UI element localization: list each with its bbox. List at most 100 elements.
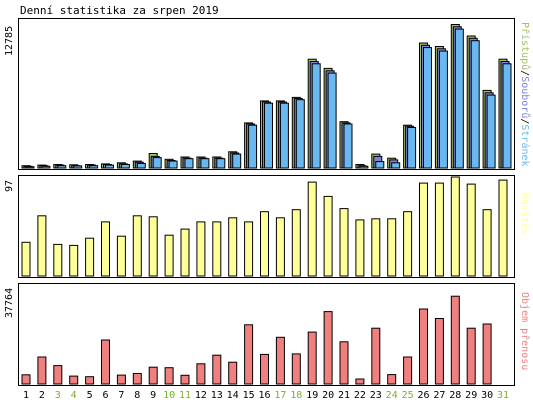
bar-objem-day-23 [371,327,381,385]
bar-Stránek-day-28 [454,28,464,169]
bar-objem-day-12 [196,363,206,385]
bar-objem-day-15 [244,324,254,385]
bar-Stránek-day-3 [57,165,67,169]
bar-Stránek-day-19 [311,63,321,169]
bar-objem-day-17 [275,336,285,385]
day-label: 3 [55,390,61,401]
bar-objem-day-6 [101,339,110,385]
bar-objem-day-28 [450,295,460,385]
bar-navstev-day-4 [69,244,79,277]
bar-navstev-day-16 [260,211,269,277]
bar-objem-day-29 [466,327,476,385]
bar-objem-day-26 [419,308,428,385]
bar-Stránek-day-7 [120,164,130,169]
bar-Stránek-day-18 [295,99,305,169]
bar-navstev-day-8 [132,215,142,277]
bar-Stránek-day-25 [407,127,417,169]
bar-objem-day-13 [212,354,222,385]
day-label: 25 [402,390,414,401]
bar-objem-day-8 [132,373,142,385]
day-label: 9 [150,390,156,401]
bar-Stránek-day-29 [470,40,480,169]
bar-Stránek-day-24 [391,162,401,169]
bar-navstev-day-29 [466,183,476,277]
bar-navstev-day-9 [148,216,158,277]
bar-objem-day-7 [116,374,126,385]
day-label: 18 [290,390,302,401]
day-label: 22 [354,390,366,401]
bar-Stránek-day-21 [343,123,353,169]
bar-navstev-day-1 [21,241,31,277]
bar-objem-day-16 [260,353,269,385]
bar-Stránek-day-31 [502,63,512,169]
bar-navstev-day-12 [196,221,206,277]
bar-Stránek-day-12 [200,158,210,169]
bar-Stránek-day-22 [359,165,369,169]
bar-navstev-day-23 [371,218,381,277]
day-label: 4 [71,390,77,401]
day-label: 30 [481,390,493,401]
day-label: 21 [338,390,350,401]
bar-Stránek-day-1 [25,166,35,169]
day-label: 1 [23,390,29,401]
day-label: 24 [386,390,398,401]
bar-objem-day-21 [339,341,349,385]
bar-Stránek-day-30 [486,94,496,169]
bar-objem-day-9 [148,366,158,385]
bar-objem-day-20 [323,311,333,385]
bar-navstev-day-20 [323,195,333,277]
day-label: 5 [87,390,93,401]
bar-navstev-day-25 [403,211,413,277]
day-label: 23 [370,390,382,401]
bar-navstev-day-22 [355,219,365,277]
bar-Stránek-day-5 [89,165,99,169]
bar-objem-day-3 [53,365,63,385]
bar-Stránek-day-20 [327,72,337,169]
bar-Stránek-day-10 [168,160,178,169]
bar-navstev-day-14 [228,217,238,277]
bar-navstev-day-5 [85,237,95,277]
bar-Stránek-day-26 [423,47,432,169]
bar-Stránek-day-15 [248,124,258,169]
bar-Stránek-day-4 [73,165,83,169]
bar-objem-day-4 [69,375,79,385]
day-label: 31 [497,390,509,401]
bar-objem-day-18 [291,353,301,385]
bar-navstev-day-31 [498,179,508,277]
bar-objem-day-30 [482,323,492,385]
bar-navstev-day-13 [212,221,222,277]
bar-navstev-day-15 [244,221,254,277]
bar-Stránek-day-11 [184,158,194,169]
chart-title: Denní statistika za srpen 2019 [20,4,219,17]
day-label: 11 [179,390,191,401]
day-label: 17 [274,390,286,401]
bar-objem-day-25 [403,356,413,385]
bar-objem-day-24 [387,374,397,385]
bar-Stránek-day-6 [105,164,114,169]
bar-navstev-day-7 [116,235,126,277]
bar-navstev-day-18 [291,209,301,277]
bar-objem-day-2 [37,356,47,385]
bar-navstev-day-19 [307,181,317,277]
bar-navstev-day-11 [180,228,190,277]
bar-navstev-day-6 [101,221,110,277]
bar-navstev-day-27 [434,182,444,277]
day-label: 13 [211,390,223,401]
bar-Stránek-day-17 [279,102,289,169]
day-label: 12 [195,390,207,401]
bar-navstev-day-17 [275,217,285,277]
day-label: 29 [465,390,477,401]
day-label: 14 [227,390,239,401]
bar-navstev-day-28 [450,176,460,277]
bar-Stránek-day-2 [41,165,51,169]
bar-navstev-day-21 [339,208,349,277]
bar-objem-day-11 [180,374,190,385]
day-label: 28 [449,390,461,401]
bar-navstev-day-30 [482,209,492,277]
bar-objem-day-19 [307,331,317,385]
day-label: 16 [258,390,270,401]
bar-objem-day-5 [85,376,95,385]
bar-Stránek-day-14 [232,153,242,169]
bar-Stránek-day-13 [216,158,226,169]
